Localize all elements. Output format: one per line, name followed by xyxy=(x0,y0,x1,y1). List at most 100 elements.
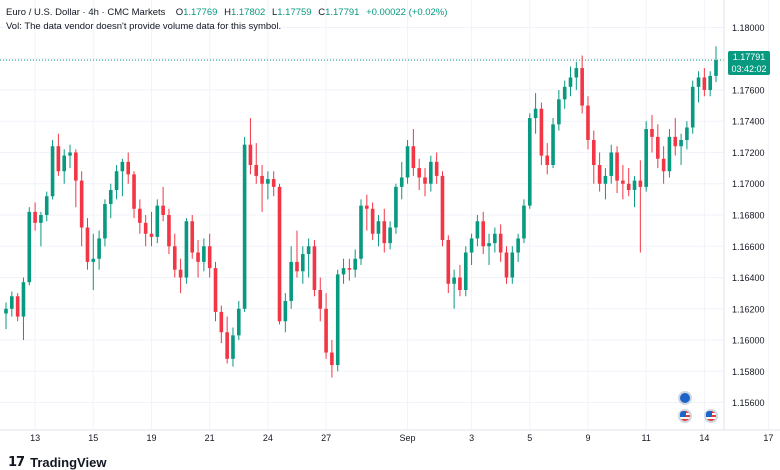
candle-body xyxy=(487,243,491,247)
candle-body xyxy=(103,204,107,239)
candle-body xyxy=(126,161,131,175)
candle-body xyxy=(388,227,392,244)
candle-body xyxy=(615,152,619,181)
candle-body xyxy=(586,105,590,140)
candle-body xyxy=(504,252,509,278)
candle-body xyxy=(330,352,334,366)
price-tick-label: 1.18000 xyxy=(732,23,765,33)
candle-body xyxy=(248,144,253,165)
candle-body xyxy=(574,68,579,78)
candle-body xyxy=(56,146,61,172)
candle-body xyxy=(696,77,701,87)
candle-body xyxy=(289,261,293,301)
candle-body xyxy=(283,300,288,322)
price-tick-label: 1.16400 xyxy=(732,273,765,283)
candle-body xyxy=(580,68,584,106)
candle-body xyxy=(498,233,503,253)
time-tick-label: 21 xyxy=(205,433,215,443)
low-label: L xyxy=(271,7,278,18)
candle-body xyxy=(120,161,125,172)
price-tick-label: 1.16600 xyxy=(732,242,765,252)
candle-body xyxy=(365,205,369,209)
us-event-icon[interactable] xyxy=(704,409,718,423)
candle-body xyxy=(481,221,486,247)
tradingview-logo[interactable]: 17 TradingView xyxy=(8,455,106,470)
candle-body xyxy=(277,186,282,322)
candle-body xyxy=(673,136,678,147)
candle-body xyxy=(62,155,67,172)
candle-body xyxy=(376,221,381,234)
candle-body xyxy=(207,246,212,269)
candle-body xyxy=(440,175,445,241)
price-tick-label: 1.17000 xyxy=(732,179,765,189)
open-value: 1.17769 xyxy=(183,7,218,18)
candle-body xyxy=(417,168,422,178)
time-tick-label: 15 xyxy=(88,433,98,443)
candle-body xyxy=(178,269,183,278)
candle-body xyxy=(68,152,72,156)
candle-body xyxy=(21,282,26,317)
candle-body xyxy=(114,171,119,190)
candle-body xyxy=(714,60,718,76)
candle-body xyxy=(690,86,695,128)
candle-body xyxy=(591,139,596,165)
candle-body xyxy=(650,129,654,137)
candle-body xyxy=(44,196,49,215)
candle-body xyxy=(318,290,323,309)
candle-body xyxy=(161,205,165,215)
candle-body xyxy=(39,215,43,223)
candle-body xyxy=(312,246,317,291)
candle-body xyxy=(446,240,451,284)
candle-body xyxy=(97,238,101,259)
candle-body xyxy=(236,308,241,336)
close-label: C xyxy=(318,7,326,18)
candle-body xyxy=(167,215,171,247)
price-tick-label: 1.17200 xyxy=(732,148,765,158)
candle-body xyxy=(347,268,352,270)
candle-body xyxy=(353,258,357,270)
candle-body xyxy=(609,152,614,176)
time-tick-label: 11 xyxy=(641,433,650,443)
candle-body xyxy=(300,254,305,272)
price-tick-label: 1.15600 xyxy=(732,398,765,408)
candle-body xyxy=(74,152,78,181)
candle-body xyxy=(475,221,480,239)
candle-body xyxy=(143,222,148,234)
eu-event-icon[interactable] xyxy=(678,391,692,405)
candle-body xyxy=(458,277,462,291)
candle-body xyxy=(685,127,689,140)
high-value: 1.17802 xyxy=(230,7,266,18)
candle-body xyxy=(324,308,328,353)
candle-body xyxy=(91,258,96,262)
candle-body xyxy=(603,175,608,184)
candle-body xyxy=(359,205,363,259)
open-label: O xyxy=(175,7,184,18)
candle-body xyxy=(295,261,299,272)
candle-body xyxy=(33,211,37,223)
candle-body xyxy=(254,164,259,176)
candle-body xyxy=(679,139,683,147)
time-tick-label: 27 xyxy=(321,433,331,443)
candle-body xyxy=(394,186,398,228)
candle-body xyxy=(85,227,90,262)
candle-body xyxy=(382,221,387,244)
symbol-title[interactable]: Euro / U.S. Dollar · 4h · CMC Markets xyxy=(6,7,166,18)
time-tick-label: 3 xyxy=(469,433,474,443)
time-tick-label: 19 xyxy=(146,433,156,443)
candle-body xyxy=(190,221,195,253)
candle-body xyxy=(557,99,561,125)
candle-body xyxy=(184,221,189,278)
time-tick-label: 13 xyxy=(30,433,40,443)
bar-countdown: 03:42:02 xyxy=(731,64,767,74)
candle-body xyxy=(108,189,113,205)
candle-body xyxy=(266,179,270,184)
time-axis: 13 15 19 21 24 27 Sep 3 5 9 11 14 17 xyxy=(30,433,773,443)
price-tick-label: 1.16800 xyxy=(732,211,765,221)
us-event-icon[interactable] xyxy=(678,409,692,423)
candle-body xyxy=(242,144,247,309)
candle-body xyxy=(196,252,200,262)
candle-body xyxy=(621,180,625,184)
high-label: H xyxy=(224,7,231,18)
tradingview-logo-text: TradingView xyxy=(30,455,107,470)
